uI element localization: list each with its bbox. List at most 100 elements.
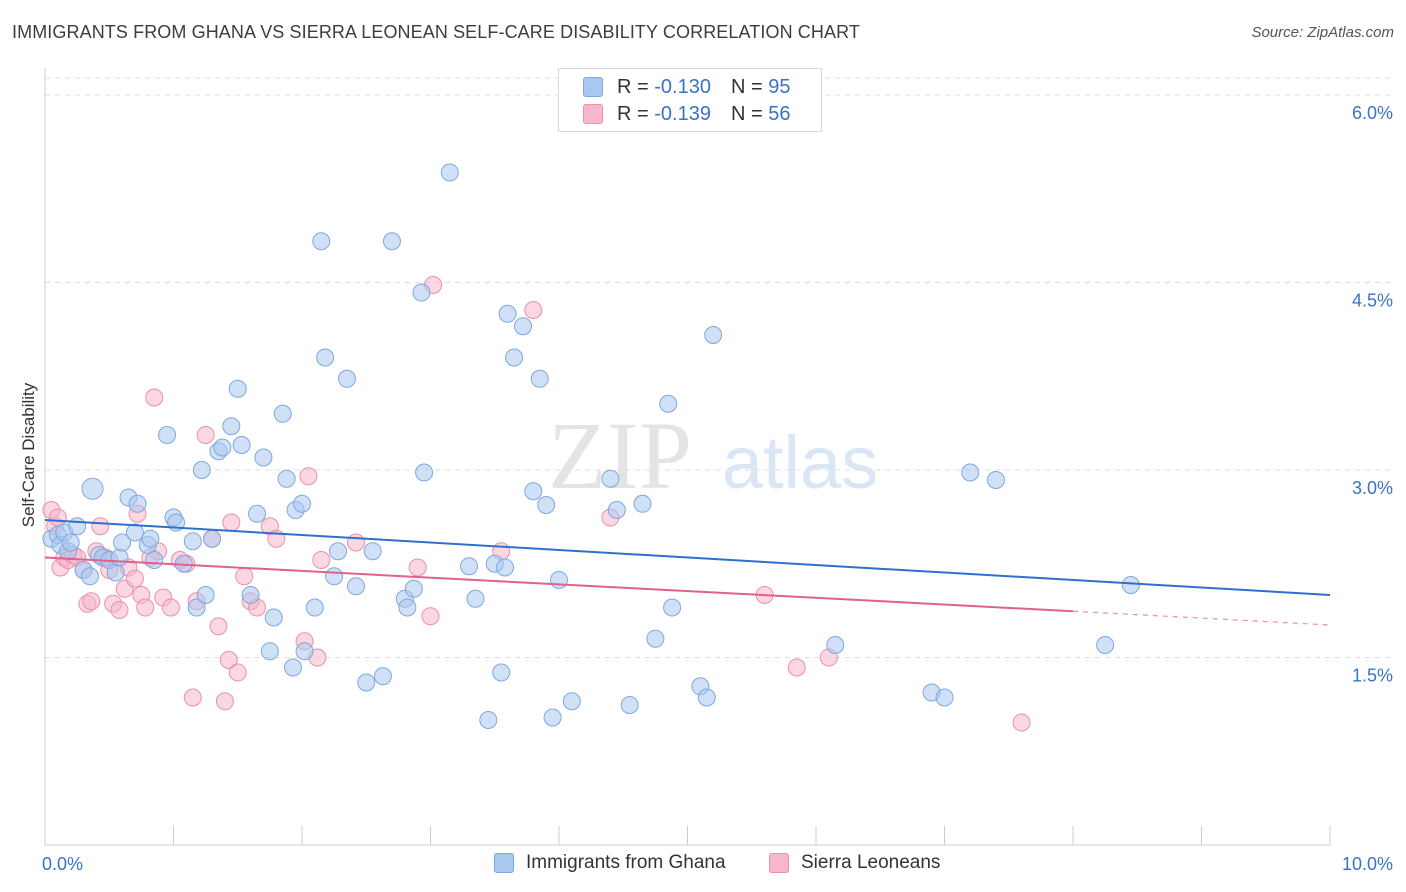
data-point-sierra-leoneans: [196, 426, 215, 444]
data-point-ghana: [373, 667, 392, 686]
data-point-ghana: [646, 629, 665, 648]
data-point-ghana: [382, 232, 401, 251]
data-point-ghana: [295, 642, 314, 661]
data-point-ghana: [110, 548, 129, 567]
data-point-ghana: [663, 598, 682, 617]
data-point-ghana: [293, 494, 311, 513]
data-point-ghana: [479, 711, 498, 729]
watermark-atlas: atlas: [722, 421, 878, 504]
trend-line-sierra-leoneans: [44, 556, 1074, 613]
data-point-ghana: [543, 708, 562, 727]
y-tick-label: 1.5%: [1352, 666, 1393, 686]
series-label-ghana: Immigrants from Ghana: [526, 852, 726, 873]
data-point-ghana: [363, 542, 382, 561]
y-tick-label: 4.5%: [1352, 291, 1393, 311]
trend-lines: [44, 519, 1331, 626]
series-legend: Immigrants from Ghana Sierra Leoneans: [0, 852, 1406, 878]
data-point-ghana: [505, 348, 524, 367]
data-point-ghana: [496, 558, 515, 577]
data-point-ghana: [187, 598, 206, 617]
data-point-ghana: [412, 283, 431, 302]
data-point-ghana: [80, 567, 99, 586]
data-point-sierra-leoneans: [209, 617, 228, 636]
data-point-ghana: [514, 317, 533, 336]
data-point-ghana: [346, 577, 365, 596]
data-point-sierra-leoneans: [312, 551, 331, 569]
data-point-sierra-leoneans: [787, 658, 806, 677]
data-point-sierra-leoneans: [219, 651, 238, 669]
data-point-sierra-leoneans: [299, 467, 318, 486]
data-point-ghana: [61, 533, 80, 552]
data-point-ghana: [961, 463, 980, 482]
series-sierra-leoneans: [42, 276, 1031, 732]
data-point-sierra-leoneans: [235, 567, 254, 586]
data-point-ghana: [125, 523, 144, 542]
data-point-ghana: [935, 688, 954, 707]
data-point-sierra-leoneans: [183, 688, 202, 707]
x-tick-labels: 0.0% 10.0%: [42, 854, 1393, 874]
data-point-ghana: [106, 563, 125, 582]
stats-legend: R = -0.130 N = 95 R = -0.139 N = 56: [558, 68, 822, 132]
data-point-ghana: [196, 586, 215, 604]
data-point-ghana: [1096, 636, 1115, 654]
data-point-ghana: [203, 529, 222, 548]
data-point-sierra-leoneans: [346, 533, 365, 552]
data-point-ghana: [284, 658, 303, 677]
data-point-ghana: [537, 496, 556, 514]
data-point-ghana: [145, 551, 164, 569]
data-point-ghana: [222, 417, 241, 436]
data-point-ghana: [248, 504, 267, 523]
data-point-ghana: [228, 379, 247, 398]
data-point-ghana: [357, 673, 376, 692]
data-point-ghana: [113, 533, 132, 552]
legend-n-value: 56: [768, 102, 791, 125]
data-point-sierra-leoneans: [408, 558, 427, 577]
legend-n-label: N =: [730, 75, 763, 98]
series-label-sierra-leoneans: Sierra Leoneans: [801, 852, 941, 873]
data-point-sierra-leoneans: [1012, 713, 1031, 732]
data-point-ghana: [316, 348, 335, 367]
legend-n-value: 95: [768, 75, 791, 98]
data-point-sierra-leoneans: [82, 592, 101, 611]
data-point-ghana: [697, 688, 716, 707]
data-point-sierra-leoneans: [91, 517, 110, 536]
data-point-sierra-leoneans: [161, 598, 180, 617]
data-point-sierra-leoneans: [421, 607, 440, 626]
data-point-ghana: [1121, 576, 1140, 594]
watermark-zip: ZIP: [548, 402, 692, 509]
data-point-ghana: [312, 232, 331, 251]
legend-r-value: -0.139: [654, 102, 711, 125]
y-tick-label: 6.0%: [1352, 103, 1393, 123]
data-point-ghana: [328, 542, 347, 561]
data-point-ghana: [415, 463, 434, 482]
data-point-ghana: [325, 567, 344, 586]
chart-title: IMMIGRANTS FROM GHANA VS SIERRA LEONEAN …: [12, 22, 860, 42]
data-point-ghana: [601, 469, 620, 488]
data-point-ghana: [277, 469, 296, 488]
data-point-ghana: [550, 571, 568, 589]
data-point-ghana: [466, 589, 485, 608]
trend-line-extension-sierra-leoneans: [1072, 610, 1331, 626]
data-point-ghana: [305, 598, 324, 617]
legend-r-value: -0.130: [654, 75, 711, 98]
data-point-ghana: [492, 663, 511, 682]
series-legend-sierra-leoneans: Sierra Leoneans: [769, 852, 940, 874]
data-point-sierra-leoneans: [48, 508, 67, 527]
data-point-ghana: [81, 477, 104, 500]
data-point-ghana: [398, 598, 417, 617]
y-tick-label: 3.0%: [1352, 478, 1393, 498]
data-point-sierra-leoneans: [524, 301, 543, 319]
legend-row-ghana: R = -0.130 N = 95: [583, 75, 790, 99]
data-point-sierra-leoneans: [125, 569, 144, 588]
data-point-ghana: [232, 436, 251, 454]
data-point-ghana: [337, 369, 356, 388]
data-point-ghana: [607, 501, 626, 519]
series-swatch-sierra-leoneans: [769, 853, 789, 873]
data-point-ghana: [128, 494, 147, 513]
data-point-ghana: [260, 642, 279, 661]
data-point-ghana: [241, 586, 260, 604]
y-tick-labels: 1.5% 3.0% 4.5% 6.0%: [1352, 103, 1393, 686]
legend-n-label: N =: [730, 102, 763, 125]
data-point-ghana: [183, 532, 202, 551]
series-swatch-ghana: [494, 853, 514, 873]
